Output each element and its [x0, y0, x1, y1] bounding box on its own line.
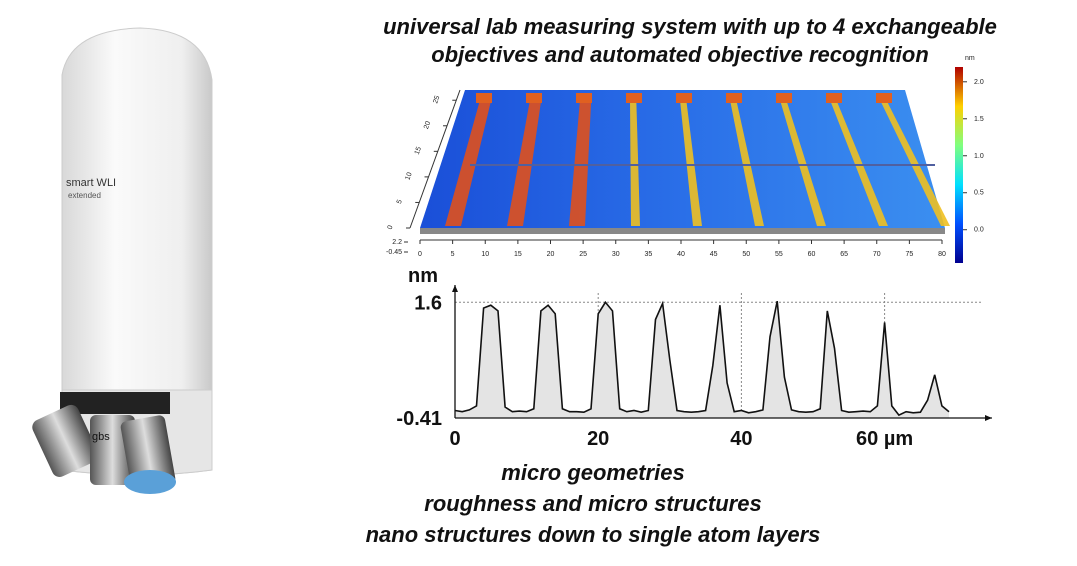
surface-stripe — [569, 100, 592, 226]
axis-arrow — [452, 285, 458, 292]
x-tick-label: 50 — [742, 251, 750, 258]
profile-line — [454, 300, 950, 417]
product-maker: gbs — [92, 431, 110, 443]
y-tick-label: -0.41 — [396, 408, 442, 430]
header-line: objectives and automated objective recog… — [431, 42, 929, 67]
axis-arrow — [985, 415, 992, 421]
x-tick-label: 40 — [677, 251, 685, 258]
x-tick-label: 60 µm — [856, 428, 913, 450]
y-tick-label: 1.6 — [414, 292, 442, 314]
x-tick-label: 30 — [612, 251, 620, 258]
caption: micro geometries — [501, 460, 684, 485]
colorbar-tick-label: 1.0 — [974, 153, 984, 160]
surface-stripe — [630, 100, 640, 226]
product-brand: smart WLI — [66, 177, 116, 189]
x-tick-label: 75 — [905, 251, 913, 258]
y-tick-label: 0 — [387, 224, 395, 230]
area-fill — [455, 301, 950, 418]
surface-block — [676, 93, 692, 103]
surface-stripe — [680, 100, 702, 226]
surface-stripe — [780, 100, 826, 226]
x-tick-label: 10 — [481, 251, 489, 258]
colorbar — [955, 67, 963, 263]
surface-block — [576, 93, 592, 103]
surface-block — [476, 93, 492, 103]
x-tick-label: 60 — [808, 251, 816, 258]
surface-stripe — [830, 100, 888, 226]
surface-block — [876, 93, 892, 103]
x-tick-label: 65 — [840, 251, 848, 258]
surface-block — [726, 93, 742, 103]
x-tick-label: 25 — [579, 251, 587, 258]
header-line: universal lab measuring system with up t… — [383, 14, 997, 39]
surface-stripe — [507, 100, 542, 226]
z-tick-label: 2.2 — [392, 239, 402, 246]
y-tick-label: 5 — [396, 199, 404, 205]
caption: roughness and micro structures — [424, 491, 761, 516]
x-tick-label: 45 — [710, 251, 718, 258]
y-tick-label: 15 — [414, 146, 423, 156]
x-tick-label: 0 — [449, 428, 460, 450]
caption: nano structures down to single atom laye… — [366, 522, 821, 547]
surface-block — [626, 93, 642, 103]
surface-block — [776, 93, 792, 103]
surface-side — [420, 228, 945, 234]
x-tick-label: 15 — [514, 251, 522, 258]
y-tick-label: 25 — [432, 95, 441, 105]
y-axis — [409, 89, 461, 229]
colorbar-tick-label: 2.0 — [974, 79, 984, 86]
x-tick-label: 5 — [451, 251, 455, 258]
x-tick-label: 0 — [418, 251, 422, 258]
x-tick-label: 55 — [775, 251, 783, 258]
x-tick-label: 40 — [730, 428, 752, 450]
colorbar-tick-label: 0.5 — [974, 190, 984, 197]
surface-stripe — [445, 100, 492, 226]
colorbar-tick-label: 0.0 — [974, 227, 984, 234]
surface-block — [826, 93, 842, 103]
product-image: smart WLI extended gbs — [32, 27, 213, 494]
x-tick-label: 20 — [547, 251, 555, 258]
surface-block — [526, 93, 542, 103]
y-tick-label: 10 — [404, 171, 413, 181]
z-tick-label: -0.45 — [386, 249, 402, 256]
x-tick-label: 70 — [873, 251, 881, 258]
surface-stripe — [880, 100, 950, 226]
surface-stripe — [730, 100, 764, 226]
y-tick-label: 20 — [423, 120, 432, 130]
x-tick-label: 20 — [587, 428, 609, 450]
x-tick-label: 35 — [644, 251, 652, 258]
product-edition: extended — [68, 191, 101, 200]
colorbar-label: nm — [965, 55, 975, 62]
colorbar-tick-label: 1.5 — [974, 116, 984, 123]
x-tick-label: 80 — [938, 251, 946, 258]
y-axis-label: nm — [408, 265, 438, 287]
